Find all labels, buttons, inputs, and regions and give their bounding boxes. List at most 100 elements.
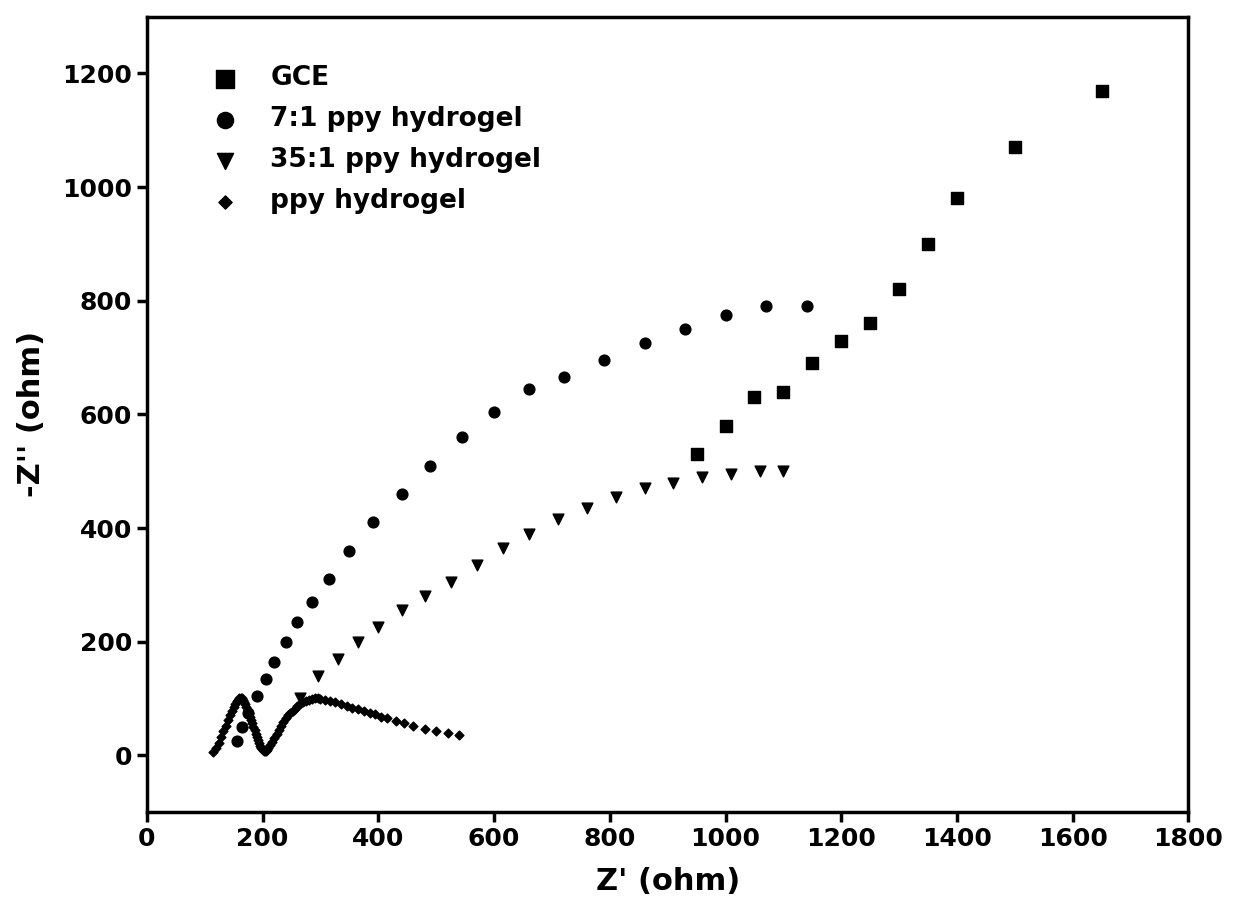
35:1 ppy hydrogel bbox=[492, 540, 512, 555]
7:1 ppy hydrogel bbox=[238, 706, 258, 720]
35:1 ppy hydrogel bbox=[605, 489, 625, 504]
35:1 ppy hydrogel bbox=[414, 589, 434, 603]
GCE bbox=[715, 418, 735, 433]
7:1 ppy hydrogel bbox=[518, 382, 538, 396]
ppy hydrogel bbox=[241, 713, 260, 728]
7:1 ppy hydrogel bbox=[264, 655, 284, 669]
35:1 ppy hydrogel bbox=[635, 481, 655, 496]
X-axis label: Z' (ohm): Z' (ohm) bbox=[595, 867, 740, 897]
7:1 ppy hydrogel bbox=[453, 430, 472, 445]
ppy hydrogel bbox=[262, 734, 281, 749]
ppy hydrogel bbox=[211, 729, 231, 744]
35:1 ppy hydrogel bbox=[577, 501, 596, 516]
GCE bbox=[831, 333, 851, 348]
ppy hydrogel bbox=[342, 700, 362, 715]
35:1 ppy hydrogel bbox=[774, 464, 794, 478]
GCE bbox=[802, 356, 822, 371]
35:1 ppy hydrogel bbox=[348, 635, 368, 649]
ppy hydrogel bbox=[228, 692, 248, 707]
ppy hydrogel bbox=[275, 711, 295, 726]
7:1 ppy hydrogel bbox=[247, 688, 267, 703]
ppy hydrogel bbox=[229, 691, 249, 706]
ppy hydrogel bbox=[223, 699, 243, 714]
ppy hydrogel bbox=[288, 699, 308, 714]
ppy hydrogel bbox=[290, 697, 310, 711]
7:1 ppy hydrogel bbox=[420, 458, 440, 473]
ppy hydrogel bbox=[242, 716, 262, 730]
ppy hydrogel bbox=[272, 719, 291, 734]
35:1 ppy hydrogel bbox=[440, 574, 460, 589]
7:1 ppy hydrogel bbox=[227, 734, 247, 749]
ppy hydrogel bbox=[254, 743, 274, 758]
ppy hydrogel bbox=[394, 716, 414, 730]
ppy hydrogel bbox=[296, 693, 316, 708]
ppy hydrogel bbox=[252, 740, 272, 755]
7:1 ppy hydrogel bbox=[255, 671, 275, 686]
ppy hydrogel bbox=[249, 736, 269, 750]
ppy hydrogel bbox=[269, 723, 289, 738]
7:1 ppy hydrogel bbox=[796, 299, 816, 314]
ppy hydrogel bbox=[244, 723, 264, 738]
35:1 ppy hydrogel bbox=[466, 558, 486, 572]
ppy hydrogel bbox=[206, 741, 226, 756]
GCE bbox=[918, 236, 937, 251]
ppy hydrogel bbox=[325, 695, 345, 709]
ppy hydrogel bbox=[210, 736, 229, 750]
ppy hydrogel bbox=[255, 744, 275, 759]
7:1 ppy hydrogel bbox=[319, 572, 339, 586]
ppy hydrogel bbox=[218, 713, 238, 728]
ppy hydrogel bbox=[360, 706, 379, 720]
7:1 ppy hydrogel bbox=[675, 322, 694, 337]
ppy hydrogel bbox=[219, 708, 239, 723]
ppy hydrogel bbox=[331, 697, 351, 711]
ppy hydrogel bbox=[293, 695, 312, 709]
ppy hydrogel bbox=[258, 740, 278, 755]
ppy hydrogel bbox=[449, 728, 469, 742]
7:1 ppy hydrogel bbox=[288, 614, 308, 629]
Legend: GCE, 7:1 ppy hydrogel, 35:1 ppy hydrogel, ppy hydrogel: GCE, 7:1 ppy hydrogel, 35:1 ppy hydrogel… bbox=[180, 45, 562, 234]
ppy hydrogel bbox=[257, 743, 277, 758]
ppy hydrogel bbox=[236, 697, 255, 711]
ppy hydrogel bbox=[260, 738, 280, 752]
7:1 ppy hydrogel bbox=[232, 719, 252, 734]
35:1 ppy hydrogel bbox=[308, 668, 327, 683]
ppy hydrogel bbox=[237, 699, 257, 714]
ppy hydrogel bbox=[247, 729, 267, 744]
7:1 ppy hydrogel bbox=[392, 487, 412, 501]
ppy hydrogel bbox=[226, 697, 246, 711]
35:1 ppy hydrogel bbox=[518, 527, 538, 541]
35:1 ppy hydrogel bbox=[722, 467, 742, 481]
ppy hydrogel bbox=[386, 714, 405, 729]
ppy hydrogel bbox=[250, 739, 270, 753]
7:1 ppy hydrogel bbox=[756, 299, 776, 314]
Y-axis label: -Z'' (ohm): -Z'' (ohm) bbox=[16, 331, 46, 498]
ppy hydrogel bbox=[216, 719, 236, 733]
GCE bbox=[889, 282, 909, 297]
GCE bbox=[1004, 140, 1024, 154]
GCE bbox=[947, 191, 967, 205]
7:1 ppy hydrogel bbox=[362, 515, 382, 530]
ppy hydrogel bbox=[246, 727, 265, 741]
ppy hydrogel bbox=[310, 692, 330, 707]
ppy hydrogel bbox=[234, 695, 254, 709]
ppy hydrogel bbox=[336, 698, 356, 713]
ppy hydrogel bbox=[305, 691, 325, 706]
ppy hydrogel bbox=[241, 709, 260, 724]
7:1 ppy hydrogel bbox=[275, 635, 295, 649]
ppy hydrogel bbox=[301, 692, 321, 707]
ppy hydrogel bbox=[299, 692, 319, 707]
ppy hydrogel bbox=[283, 704, 303, 719]
ppy hydrogel bbox=[414, 721, 434, 736]
35:1 ppy hydrogel bbox=[548, 512, 568, 527]
ppy hydrogel bbox=[285, 701, 305, 716]
ppy hydrogel bbox=[248, 733, 268, 748]
GCE bbox=[687, 446, 707, 461]
35:1 ppy hydrogel bbox=[750, 464, 770, 478]
35:1 ppy hydrogel bbox=[692, 469, 712, 484]
ppy hydrogel bbox=[308, 691, 327, 706]
ppy hydrogel bbox=[366, 707, 386, 721]
35:1 ppy hydrogel bbox=[663, 476, 683, 490]
ppy hydrogel bbox=[243, 719, 263, 734]
ppy hydrogel bbox=[203, 745, 223, 760]
35:1 ppy hydrogel bbox=[392, 603, 412, 618]
